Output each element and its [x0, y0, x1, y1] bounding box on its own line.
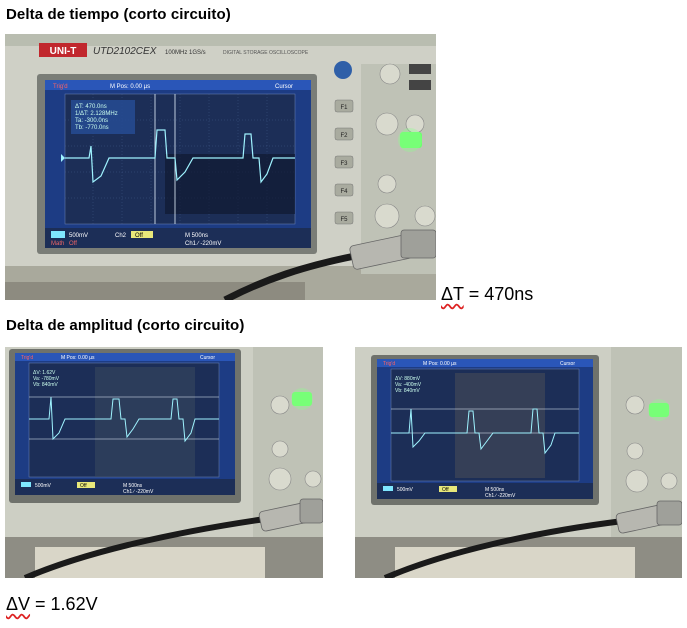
- delta-v-value: = 1.62V: [30, 594, 98, 614]
- f2-button: F2: [340, 133, 348, 139]
- mpos-label-3: M Pos: 0.00 µs: [423, 361, 457, 367]
- math-state: Off: [69, 241, 77, 247]
- timebase-label: M 500ns: [185, 233, 208, 239]
- waveform-trace-3: [391, 408, 579, 455]
- formula-delta-t: ΔT = 470ns: [441, 284, 533, 305]
- trig-status: Trig'd: [53, 84, 68, 90]
- trigger-3: Ch1 ∕ -220mV: [485, 493, 516, 499]
- trig-status-2: Trig'd: [21, 355, 33, 361]
- oscilloscope-photo-amplitude-1: Trig'd M Pos: 0.00 µs Cursor ΔV: 1.62V V…: [5, 347, 323, 578]
- trig-status-3: Trig'd: [383, 361, 395, 367]
- ch1-scale: 500mV: [69, 233, 88, 239]
- readout-line-1: ΔT: 470.0ns: [75, 104, 107, 110]
- spec-label: 100MHz 1GS/s: [165, 50, 206, 56]
- model-label: UTD2102CEX: [93, 46, 157, 57]
- readout-line-3: Ta: -300.0ns: [75, 118, 108, 124]
- formula-delta-v: ΔV = 1.62V: [6, 594, 98, 615]
- mode-label-3: Cursor: [560, 361, 575, 367]
- oscilloscope-photo-time: UNI-T UTD2102CEX 100MHz 1GS/s DIGITAL ST…: [5, 34, 436, 300]
- readout3-line-1: ΔV: 880mV: [395, 376, 421, 382]
- brand-logo: UNI-T: [50, 46, 77, 57]
- ch2-state-3: Off: [442, 487, 449, 493]
- readout3-line-3: Vb: 840mV: [395, 388, 420, 394]
- f5-button: F5: [340, 217, 348, 223]
- timebase-3: M 500ns: [485, 487, 505, 493]
- oscilloscope-photo-amplitude-2: Trig'd M Pos: 0.00 µs Cursor ΔV: 880mV V…: [355, 347, 682, 578]
- mode-label-2: Cursor: [200, 355, 215, 361]
- ch2-state: Off: [135, 233, 143, 239]
- delta-t-value: = 470ns: [463, 284, 534, 304]
- timebase-2: M 500ns: [123, 483, 143, 489]
- f1-button: F1: [340, 105, 348, 111]
- heading-time-delta: Delta de tiempo (corto circuito): [6, 6, 231, 23]
- trigger-label: Ch1 ∕ -220mV: [185, 240, 221, 247]
- readout2-line-1: ΔV: 1.62V: [33, 370, 56, 376]
- waveform-trace: [65, 129, 295, 184]
- f4-button: F4: [340, 189, 348, 195]
- ch1-scale-2: 500mV: [35, 483, 52, 489]
- math-label: Math: [51, 241, 64, 247]
- readout2-line-3: Vb: 840mV: [33, 382, 58, 388]
- readout-line-2: 1/ΔT: 2.128MHz: [75, 111, 118, 117]
- mode-label: Cursor: [275, 84, 293, 90]
- readout2-line-2: Va: -780mV: [33, 376, 60, 382]
- trigger-2: Ch1 ∕ -220mV: [123, 489, 154, 495]
- readout-line-4: Tb: -770.0ns: [75, 125, 109, 131]
- ch2-state-2: Off: [80, 483, 87, 489]
- delta-v-symbol: ΔV: [6, 594, 31, 614]
- description-label: DIGITAL STORAGE OSCILLOSCOPE: [223, 50, 309, 56]
- ch1-scale-3: 500mV: [397, 487, 414, 493]
- delta-t-symbol: ΔT: [441, 284, 464, 304]
- readout3-line-2: Va: -400mV: [395, 382, 422, 388]
- mpos-label-2: M Pos: 0.00 µs: [61, 355, 95, 361]
- ch2-label: Ch2: [115, 233, 127, 239]
- heading-amplitude-delta: Delta de amplitud (corto circuito): [6, 317, 245, 334]
- waveform-trace-2: [29, 396, 219, 443]
- f3-button: F3: [340, 161, 348, 167]
- mpos-label: M Pos: 0.00 µs: [110, 84, 150, 90]
